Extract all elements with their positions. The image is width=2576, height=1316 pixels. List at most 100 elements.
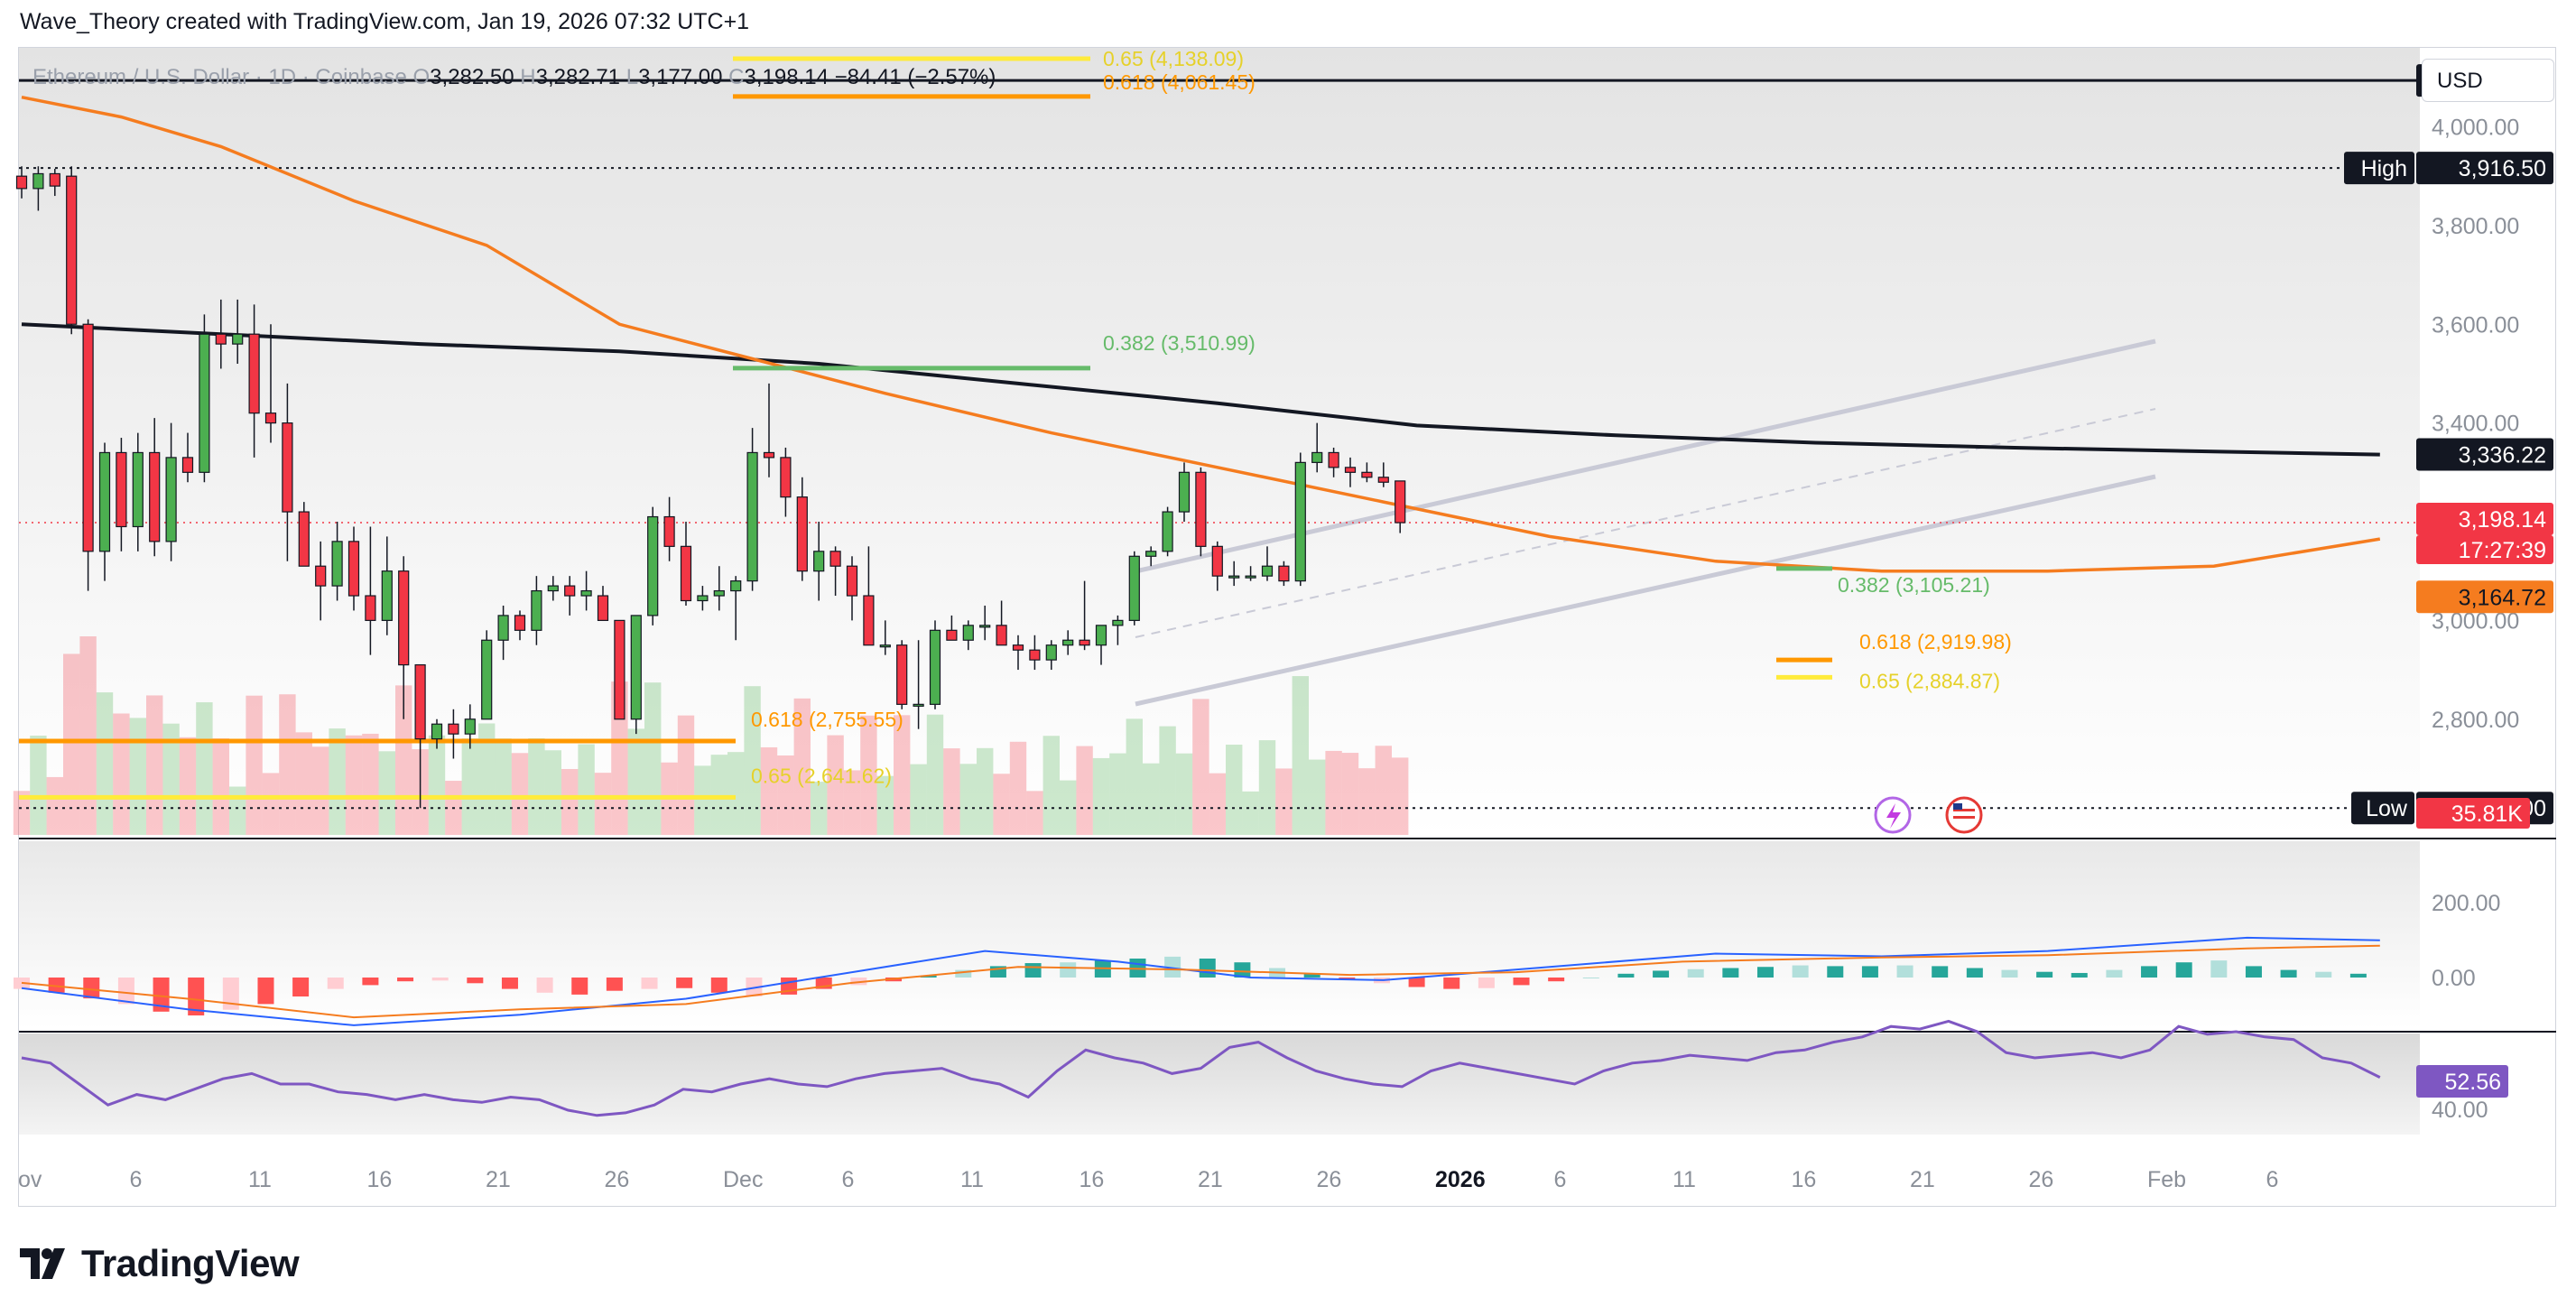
candle-body bbox=[929, 629, 941, 705]
macd-histogram-bar bbox=[606, 978, 623, 991]
time-axis-tick: Dec bbox=[723, 1167, 763, 1192]
candle-body bbox=[1079, 639, 1090, 646]
candle-body bbox=[15, 175, 28, 190]
candle bbox=[1045, 640, 1057, 671]
candle bbox=[514, 610, 526, 641]
time-axis-tick: 2026 bbox=[1435, 1167, 1486, 1192]
candle-body bbox=[181, 457, 194, 473]
macd-histogram-bar bbox=[1861, 966, 1878, 978]
tradingview-logo-icon bbox=[20, 1248, 65, 1279]
rsi-line bbox=[21, 1019, 2381, 1117]
symbol-legend[interactable]: Ethereum / U.S. Dollar · 1D · Coinbase O… bbox=[32, 65, 996, 90]
high-label: H bbox=[520, 65, 536, 89]
candle bbox=[181, 432, 194, 483]
countdown-tag-bg bbox=[2416, 535, 2553, 565]
change-value: −84.41 (−2.57%) bbox=[834, 65, 996, 89]
tradingview-logo[interactable]: TradingView bbox=[20, 1238, 300, 1289]
candle-body bbox=[32, 172, 44, 190]
high-tag: 3,916.50 bbox=[2459, 156, 2546, 181]
chart-attribution: Wave_Theory created with TradingView.com… bbox=[20, 9, 750, 34]
volume-bar bbox=[1325, 750, 1342, 835]
volume-bar bbox=[644, 682, 662, 835]
candle-body bbox=[863, 595, 875, 646]
volume-bar bbox=[1292, 676, 1309, 835]
candle bbox=[680, 522, 692, 606]
macd-histogram-bar bbox=[1827, 966, 1844, 978]
candle bbox=[248, 304, 260, 458]
candle bbox=[962, 620, 974, 651]
candle-body bbox=[1361, 471, 1373, 478]
candle bbox=[1112, 615, 1124, 645]
candle-body bbox=[763, 451, 775, 459]
currency-button[interactable]: USD bbox=[2422, 59, 2554, 102]
candle-body bbox=[347, 541, 360, 597]
macd-histogram-bar bbox=[327, 978, 344, 989]
volume-bar bbox=[1076, 746, 1093, 835]
low-label-tag: Low bbox=[2366, 796, 2408, 821]
macd-histogram-bar bbox=[188, 978, 205, 1015]
candle-body bbox=[298, 511, 310, 567]
macd-histogram-bar bbox=[222, 978, 239, 1010]
volume-bar bbox=[827, 735, 844, 835]
candle-body bbox=[1029, 649, 1041, 661]
ema50-line bbox=[21, 95, 2381, 573]
volume-bar bbox=[1358, 768, 1376, 835]
volume-bar bbox=[744, 686, 761, 835]
time-axis-tick: 26 bbox=[1317, 1167, 1342, 1192]
time-axis[interactable]: ov 6 11 16 21 26 Dec 6 11 16 21 26 2026 6 11 16 21 26 Feb 6 bbox=[18, 1167, 2278, 1192]
candle-body bbox=[1162, 511, 1173, 552]
ema200-tag-bg bbox=[2416, 438, 2553, 471]
candle bbox=[1328, 447, 1339, 477]
fib-label: 0.618 (2,919.98) bbox=[1859, 630, 2012, 653]
price-axis-tick: 3,600.00 bbox=[2432, 312, 2519, 338]
volume-bar bbox=[1192, 699, 1209, 835]
time-axis-tick: 11 bbox=[1673, 1167, 1696, 1192]
macd-histogram-bar bbox=[641, 978, 658, 989]
time-axis-tick: 21 bbox=[1910, 1167, 1935, 1192]
ema50-tag: 3,164.72 bbox=[2459, 585, 2546, 610]
candle-body bbox=[282, 422, 293, 513]
time-axis-tick: 6 bbox=[2266, 1167, 2279, 1192]
macd-histogram-bar bbox=[1548, 978, 1565, 982]
candle bbox=[497, 605, 509, 661]
price-axis-tick: 3,800.00 bbox=[2432, 214, 2519, 239]
volume-bar bbox=[378, 751, 395, 835]
open-label: O bbox=[412, 65, 431, 89]
candle-body bbox=[564, 585, 576, 597]
candle-body bbox=[746, 451, 758, 582]
time-axis-tick: 16 bbox=[1792, 1167, 1817, 1192]
macd-histogram-bar bbox=[1199, 959, 1216, 978]
volume-bar bbox=[246, 695, 263, 835]
rsi-tag: 52.56 bbox=[2444, 1070, 2501, 1095]
candle-body bbox=[1211, 545, 1223, 577]
volume-bar bbox=[1042, 736, 1060, 835]
candle-body bbox=[979, 625, 991, 628]
volume-bar bbox=[13, 791, 31, 835]
volume-bar bbox=[760, 746, 778, 835]
candle-body bbox=[448, 723, 459, 735]
volume-bar bbox=[196, 702, 213, 835]
volume-bar bbox=[96, 692, 114, 835]
volume-bar bbox=[295, 732, 312, 835]
price-axis-tick: 2,800.00 bbox=[2432, 708, 2519, 733]
candle bbox=[264, 324, 277, 443]
last-price-tag-bg bbox=[2416, 503, 2553, 536]
candle-body bbox=[580, 589, 592, 597]
candle bbox=[1245, 566, 1256, 581]
candle bbox=[1029, 635, 1041, 671]
volume-bar bbox=[1109, 753, 1126, 835]
candle-body bbox=[680, 545, 692, 602]
macd-histogram-bar bbox=[710, 978, 727, 993]
candle bbox=[1294, 452, 1306, 587]
candle-body bbox=[829, 551, 841, 567]
time-axis-tick: 21 bbox=[1198, 1167, 1223, 1192]
macd-histogram-bar bbox=[1653, 970, 1670, 978]
candle-body bbox=[614, 619, 625, 720]
rsi-axis-tick: 40.00 bbox=[2432, 1098, 2488, 1123]
us-flag-icon[interactable] bbox=[1945, 796, 1983, 834]
price-axis[interactable]: 4,000.003,800.003,600.003,400.003,000.00… bbox=[2432, 116, 2519, 1124]
macd-histogram-bar bbox=[48, 978, 65, 993]
channel-lower-line bbox=[1135, 474, 2156, 707]
low-value: 3,177.00 bbox=[638, 65, 723, 89]
